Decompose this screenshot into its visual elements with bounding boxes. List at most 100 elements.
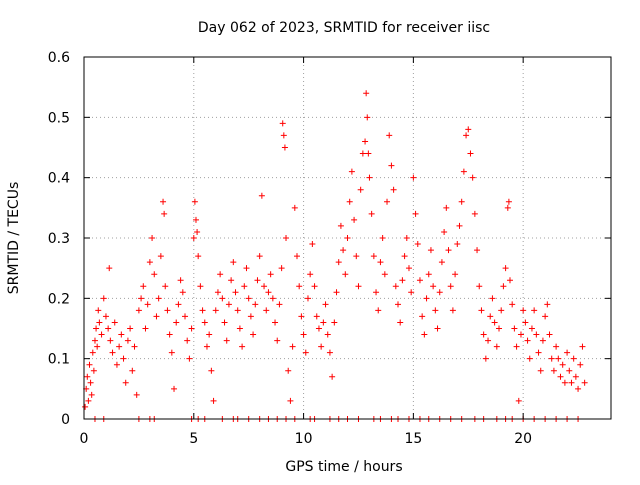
data-point — [414, 241, 421, 248]
data-point — [575, 385, 582, 392]
data-point — [157, 253, 164, 260]
data-point — [173, 319, 180, 326]
data-point — [293, 253, 300, 260]
data-point — [245, 295, 252, 302]
data-point — [329, 373, 336, 380]
data-point — [344, 235, 351, 241]
data-point — [351, 216, 358, 223]
x-tick-label: 20 — [514, 431, 532, 447]
data-point — [491, 319, 498, 326]
data-point — [421, 331, 428, 338]
data-point — [550, 367, 557, 374]
data-point — [432, 307, 439, 314]
data-point — [522, 319, 529, 326]
data-point — [85, 397, 92, 404]
data-point — [315, 325, 322, 332]
data-point — [581, 379, 588, 386]
data-point — [184, 337, 191, 344]
data-point — [425, 271, 432, 278]
data-point — [489, 295, 496, 302]
data-point — [346, 198, 353, 205]
data-point — [452, 271, 459, 278]
data-point — [454, 241, 461, 248]
data-point — [520, 307, 527, 314]
data-point — [333, 289, 340, 296]
data-point — [289, 343, 296, 350]
data-point — [116, 343, 123, 350]
data-point — [427, 247, 434, 254]
data-point — [517, 331, 524, 338]
data-point — [100, 295, 107, 302]
data-point — [252, 301, 259, 308]
data-point — [153, 313, 160, 320]
data-point — [399, 277, 406, 284]
x-tick-label: 5 — [189, 431, 198, 447]
data-point — [164, 307, 171, 314]
data-point — [375, 307, 382, 314]
data-point — [579, 343, 586, 350]
data-point — [138, 295, 145, 302]
data-point — [234, 307, 241, 314]
data-point — [362, 138, 369, 145]
data-point — [168, 349, 175, 356]
data-point — [535, 349, 542, 356]
data-point — [162, 283, 169, 290]
data-point — [276, 301, 283, 308]
data-point — [445, 247, 452, 254]
data-point — [386, 132, 393, 139]
data-point — [182, 313, 189, 320]
data-point — [90, 367, 97, 374]
data-point — [342, 271, 349, 278]
data-point — [88, 391, 95, 398]
data-point — [515, 397, 522, 404]
data-point — [113, 361, 120, 368]
y-axis-label: SRMTID / TECUs — [6, 182, 22, 295]
data-point — [149, 235, 156, 241]
data-point — [307, 271, 314, 278]
data-point — [392, 283, 399, 290]
data-point — [274, 337, 281, 344]
data-point — [471, 210, 478, 217]
data-point — [93, 325, 100, 332]
data-point — [410, 174, 417, 181]
data-point — [363, 90, 370, 97]
data-point — [144, 301, 151, 308]
data-point — [197, 283, 204, 290]
data-point — [460, 168, 467, 175]
data-point — [118, 331, 125, 338]
data-point — [340, 247, 347, 254]
data-point — [395, 301, 402, 308]
data-point — [188, 325, 195, 332]
data-point — [236, 325, 243, 332]
data-point — [272, 319, 279, 326]
data-point — [546, 331, 553, 338]
data-point — [186, 355, 193, 362]
data-point — [570, 355, 577, 362]
data-point — [146, 259, 153, 266]
data-point — [568, 379, 575, 386]
data-point — [370, 253, 377, 260]
data-point — [129, 367, 136, 374]
data-point — [111, 319, 118, 326]
data-point — [533, 331, 540, 338]
data-point — [364, 114, 371, 121]
data-point — [102, 313, 109, 320]
data-point — [482, 355, 489, 362]
x-tick-label: 15 — [404, 431, 422, 447]
data-point — [212, 307, 219, 314]
data-point — [133, 391, 140, 398]
data-point — [298, 313, 305, 320]
data-point — [449, 307, 456, 314]
data-point — [84, 373, 91, 380]
data-point — [337, 222, 344, 229]
data-point — [326, 349, 333, 356]
data-point — [281, 144, 288, 151]
data-point — [194, 228, 201, 235]
data-point — [86, 361, 93, 368]
data-point — [140, 283, 147, 290]
data-point — [434, 325, 441, 332]
data-point — [225, 301, 232, 308]
data-point — [109, 349, 116, 356]
data-point — [557, 373, 564, 380]
data-point — [127, 325, 134, 332]
